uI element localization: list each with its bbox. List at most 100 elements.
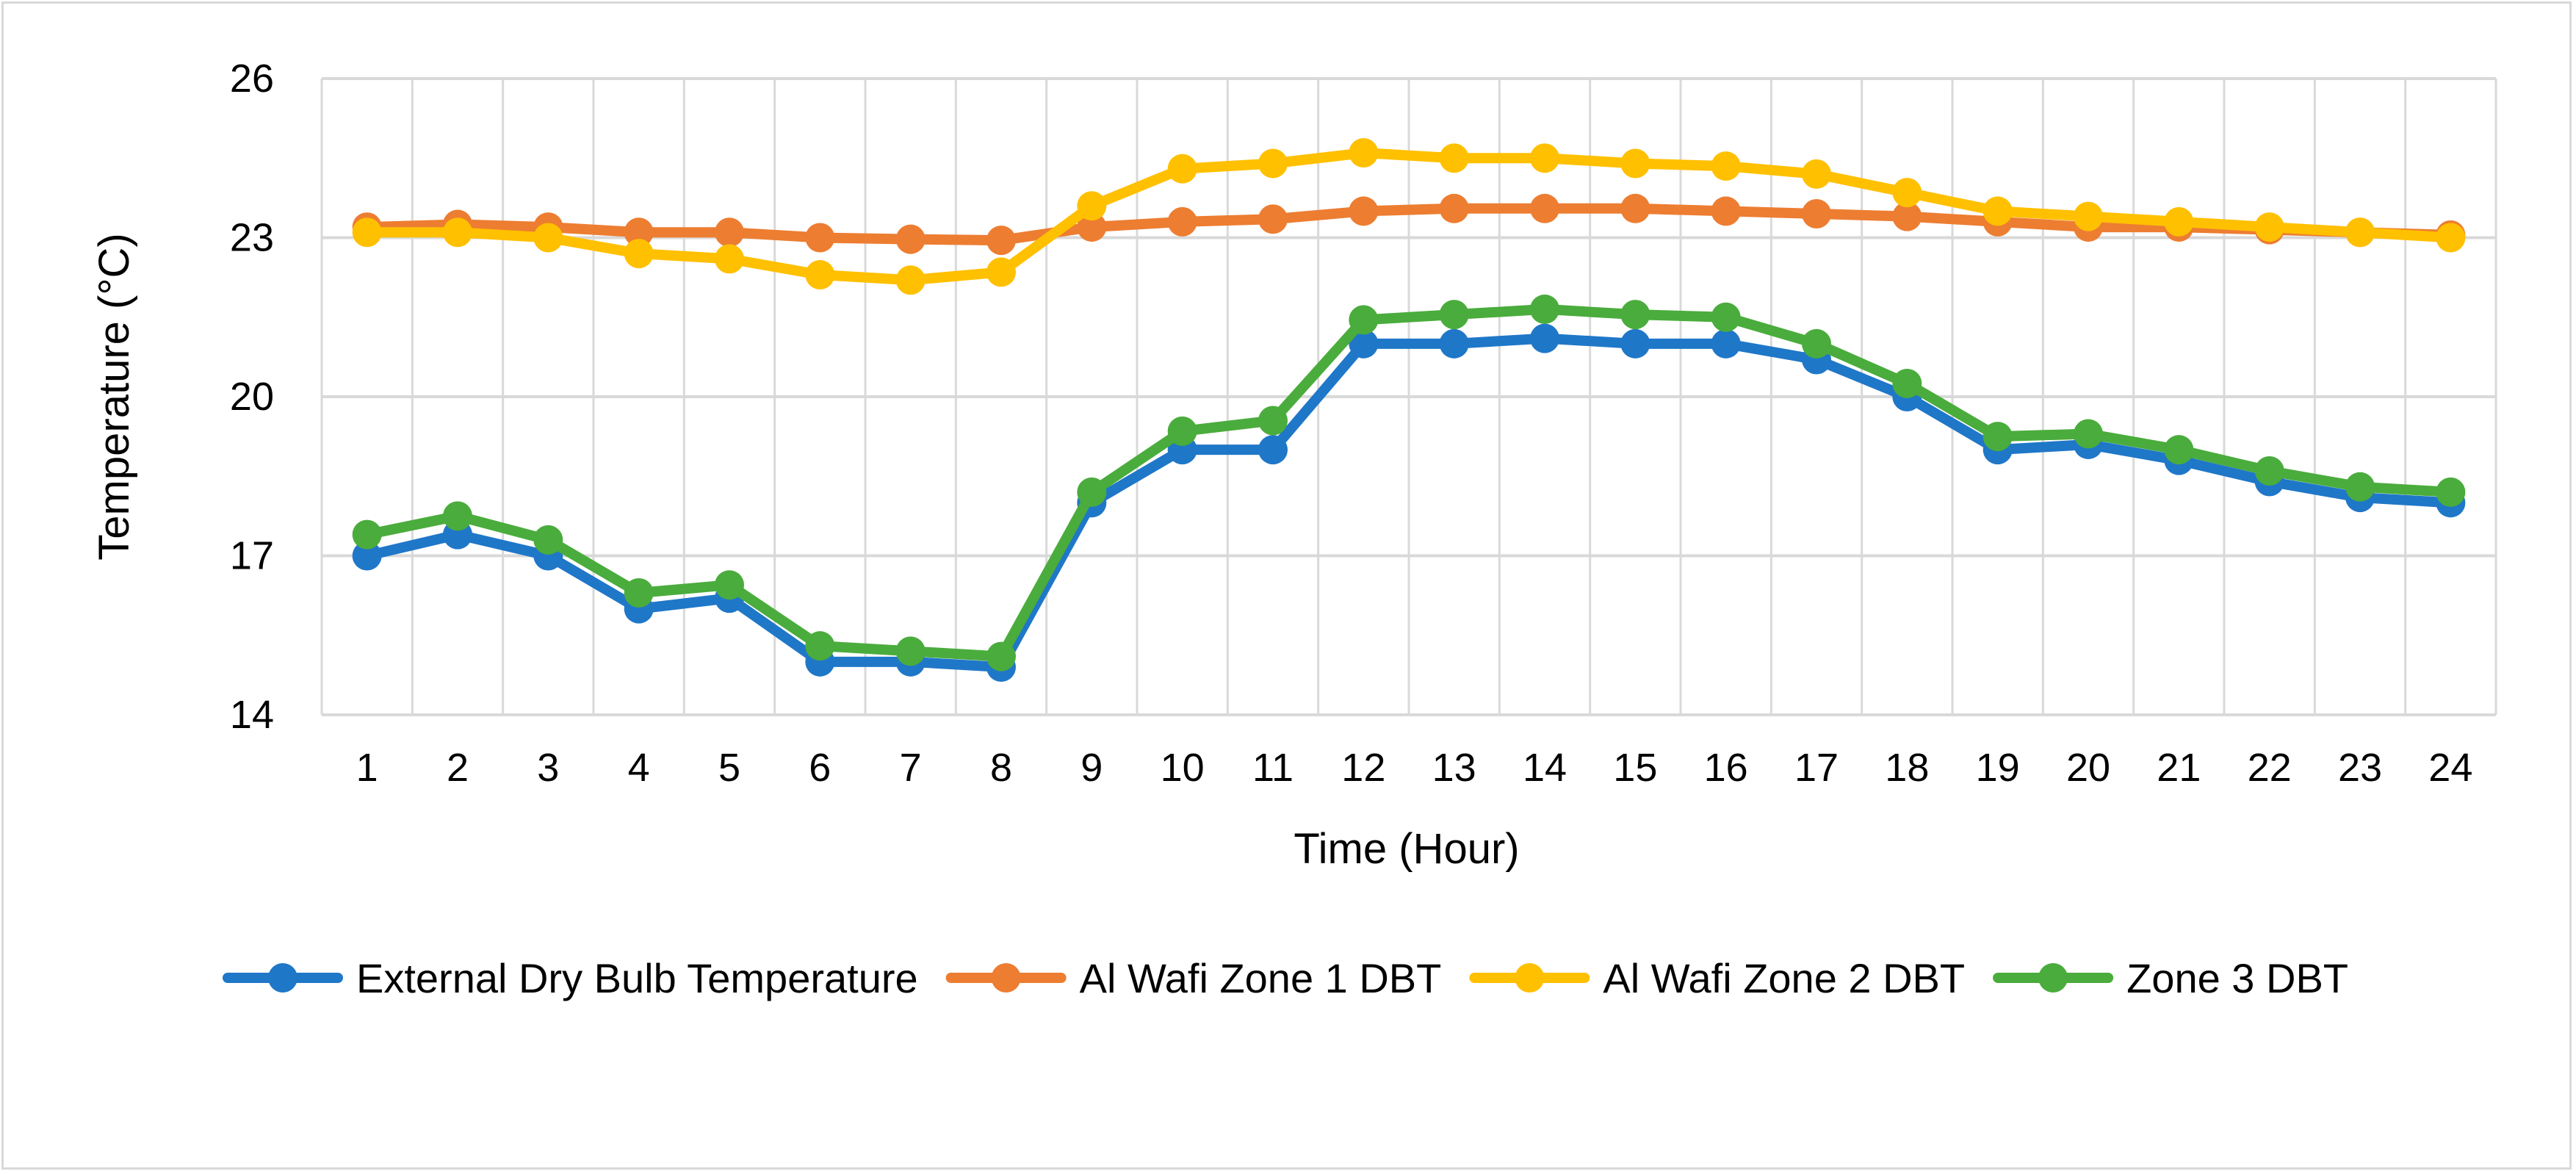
data-point	[895, 224, 926, 254]
x-tick-label: 11	[1252, 746, 1294, 790]
x-tick-label: 8	[990, 746, 1012, 790]
data-point	[2254, 456, 2284, 486]
data-point	[352, 519, 382, 550]
data-point	[443, 217, 472, 248]
data-point	[1077, 212, 1107, 242]
data-point	[1258, 435, 1288, 465]
series-line	[361, 148, 2456, 286]
data-point	[1258, 406, 1288, 436]
data-point	[715, 217, 744, 248]
data-point	[1892, 201, 1922, 231]
legend-label: Zone 3 DBT	[2126, 955, 2348, 1001]
data-point	[2164, 435, 2194, 465]
data-point	[2345, 472, 2375, 502]
data-point	[805, 631, 835, 661]
data-point	[1620, 328, 1650, 359]
data-point	[352, 541, 382, 571]
data-point	[1620, 148, 1650, 179]
data-point	[2074, 419, 2103, 449]
legend-label: External Dry Bulb Temperature	[356, 955, 918, 1001]
x-tick-label: 19	[1976, 746, 2020, 790]
data-point	[1530, 323, 1559, 353]
x-tick-label: 1	[356, 746, 378, 790]
data-point	[624, 217, 654, 248]
x-tick-label: 12	[1341, 746, 1385, 790]
x-tick-label: 4	[628, 746, 650, 790]
data-point	[352, 217, 382, 248]
x-tick-label: 10	[1161, 746, 1205, 790]
y-tick-label: 23	[230, 216, 274, 260]
series-line	[361, 303, 2456, 662]
data-point	[1258, 204, 1288, 234]
y-tick-label: 20	[230, 375, 274, 419]
data-point	[986, 641, 1016, 671]
data-point	[1439, 143, 1469, 173]
data-point	[1349, 196, 1379, 226]
data-point	[1620, 193, 1650, 223]
legend-entry: External Dry Bulb Temperature	[222, 955, 918, 1001]
data-point	[1349, 328, 1379, 359]
x-tick-label: 9	[1080, 746, 1103, 790]
data-point	[1711, 328, 1741, 359]
x-tick-label: 24	[2428, 746, 2472, 790]
data-point	[1439, 300, 1469, 330]
series-group	[352, 138, 2466, 683]
legend-label: Al Wafi Zone 2 DBT	[1603, 955, 1965, 1001]
data-point	[895, 636, 926, 666]
x-tick-label: 5	[718, 746, 740, 790]
x-tick-label: 21	[2157, 746, 2201, 790]
y-tick-label: 26	[230, 57, 274, 101]
data-point	[443, 501, 472, 531]
data-point	[715, 570, 744, 600]
data-point	[1077, 191, 1107, 221]
data-point	[1530, 143, 1559, 173]
grid-lines	[320, 77, 2497, 716]
legend-swatch-marker	[2038, 963, 2068, 993]
data-point	[805, 223, 835, 253]
data-point	[2164, 206, 2194, 237]
x-axis-ticks: 1 2 3 4 5 6 7 8 9 10 11 12 13 14 15 16 17 18 19 20 21 22 23 24	[356, 746, 2473, 790]
legend-entry: Zone 3 DBT	[1993, 955, 2348, 1001]
data-point	[1530, 193, 1559, 223]
data-point	[1439, 328, 1469, 359]
x-tick-label: 22	[2248, 746, 2292, 790]
x-tick-label: 2	[447, 746, 469, 790]
data-point	[1349, 138, 1379, 168]
x-tick-label: 13	[1432, 746, 1476, 790]
data-point	[2254, 212, 2284, 242]
data-point	[1982, 196, 2013, 226]
data-point	[1258, 148, 1288, 179]
data-point	[533, 525, 563, 555]
data-point	[1802, 199, 1831, 229]
legend-label: Al Wafi Zone 1 DBT	[1080, 955, 1442, 1001]
data-point	[1167, 206, 1197, 237]
y-tick-label: 17	[230, 534, 274, 578]
data-point	[2436, 223, 2466, 253]
data-point	[805, 260, 835, 290]
x-tick-label: 14	[1523, 746, 1567, 790]
data-point	[2345, 217, 2375, 248]
data-point	[624, 578, 654, 608]
x-tick-label: 23	[2338, 746, 2382, 790]
series-line	[361, 203, 2456, 246]
series-line	[361, 333, 2456, 673]
x-tick-label: 3	[537, 746, 559, 790]
data-point	[1349, 305, 1379, 335]
x-tick-label: 16	[1704, 746, 1748, 790]
legend: External Dry Bulb Temperature Al Wafi Zon…	[222, 955, 2348, 1001]
data-point	[1802, 159, 1831, 189]
x-tick-label: 20	[2066, 746, 2110, 790]
x-axis-title: Time (Hour)	[1294, 825, 1519, 873]
data-point	[715, 244, 744, 274]
x-tick-label: 6	[809, 746, 831, 790]
data-point	[1167, 416, 1197, 446]
legend-entry: Al Wafi Zone 2 DBT	[1469, 955, 1965, 1001]
data-point	[533, 223, 563, 253]
data-point	[1892, 368, 1922, 398]
data-point	[1077, 477, 1107, 507]
series-3	[352, 138, 2466, 295]
data-point	[2436, 477, 2466, 507]
data-point	[624, 239, 654, 269]
